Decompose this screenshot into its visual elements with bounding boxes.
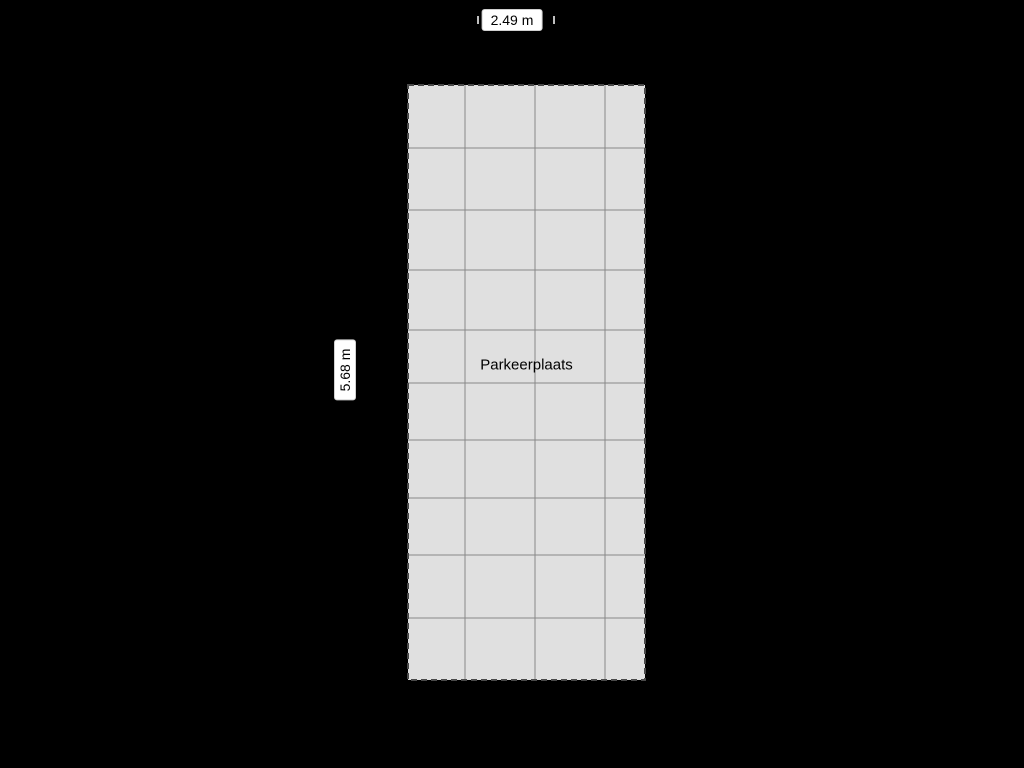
height-dimension-label: 5.68 m xyxy=(334,340,356,401)
room-label: Parkeerplaats xyxy=(480,356,573,373)
width-dimension-label: 2.49 m xyxy=(482,9,543,31)
floorplan-svg xyxy=(0,0,1024,768)
